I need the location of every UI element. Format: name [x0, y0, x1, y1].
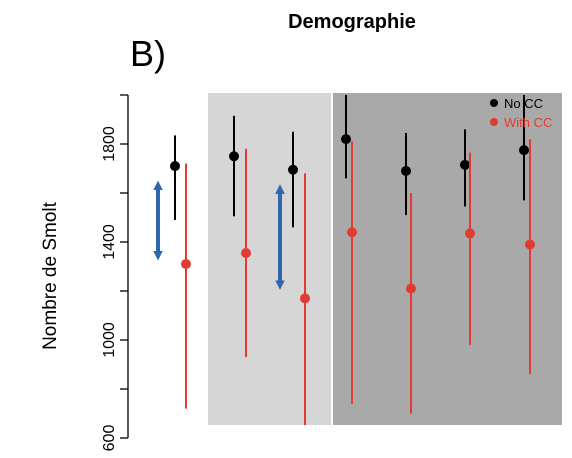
y-tick-label: 1800	[101, 126, 118, 162]
background-region	[208, 93, 331, 425]
data-points	[170, 95, 535, 425]
annotation-arrows	[153, 180, 285, 290]
y-tick-label: 1400	[101, 224, 118, 260]
legend: No CC With CC	[490, 96, 552, 130]
legend-label-with-cc: With CC	[504, 115, 552, 130]
point-no-cc	[229, 151, 239, 162]
point-with-cc	[181, 259, 191, 270]
panel-label: B)	[130, 33, 166, 74]
point-with-cc	[241, 248, 251, 259]
point-no-cc	[519, 145, 529, 156]
point-no-cc	[288, 164, 298, 175]
background-region	[333, 93, 562, 425]
point-with-cc	[406, 283, 416, 294]
background-regions	[208, 93, 562, 425]
point-no-cc	[341, 134, 351, 145]
legend-marker-with-cc	[490, 118, 498, 126]
point-no-cc	[401, 165, 411, 176]
point-no-cc	[170, 161, 180, 172]
point-no-cc	[460, 159, 470, 170]
point-with-cc	[465, 228, 475, 239]
point-with-cc	[347, 227, 357, 238]
y-axis: 600 1000 1400 1800	[101, 94, 129, 452]
legend-marker-no-cc	[490, 99, 498, 107]
point-with-cc	[300, 293, 310, 304]
legend-label-no-cc: No CC	[504, 96, 543, 111]
chart-title: Demographie	[288, 11, 416, 33]
y-tick-label: 600	[101, 425, 118, 452]
point-with-cc	[525, 239, 535, 250]
y-axis-label: Nombre de Smolt	[40, 201, 61, 350]
y-tick-label: 1000	[101, 322, 118, 358]
